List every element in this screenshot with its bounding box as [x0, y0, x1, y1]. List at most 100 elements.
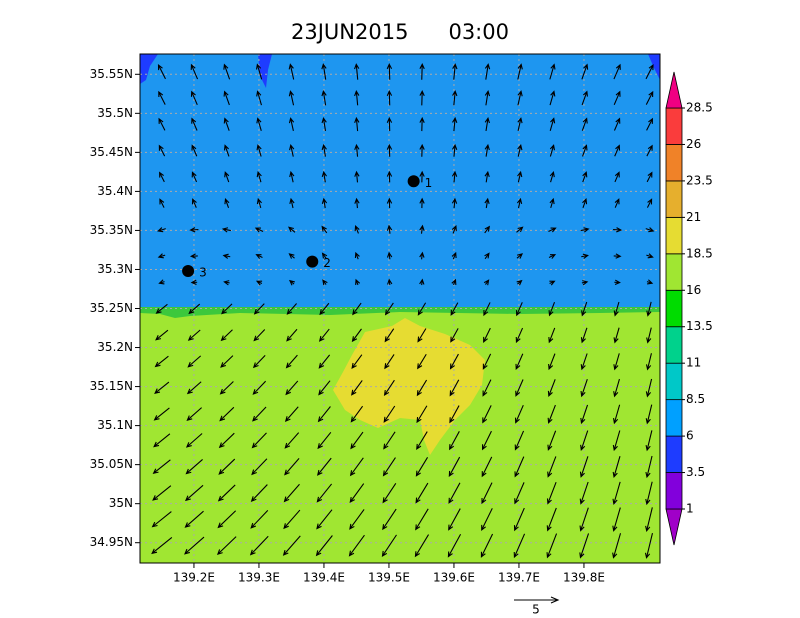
- wind-vector: [480, 533, 494, 558]
- wind-vector: [318, 354, 331, 369]
- title-date: 23JUN2015: [291, 20, 408, 44]
- key-label: 5: [532, 603, 540, 617]
- wind-vector: [253, 303, 265, 315]
- wind-vector: [517, 170, 523, 183]
- colorbar-box: [665, 253, 683, 291]
- wind-vector: [451, 143, 458, 157]
- wind-vector: [549, 90, 556, 106]
- wind-vector: [223, 117, 230, 131]
- wind-vector: [255, 254, 263, 259]
- wind-vector: [184, 484, 204, 502]
- wind-vector: [516, 253, 523, 259]
- wind-vector: [282, 535, 301, 556]
- wind-vector: [386, 116, 393, 132]
- wind-vector: [482, 353, 492, 370]
- wind-vector: [549, 280, 556, 286]
- colorbar-high: [665, 71, 683, 109]
- wind-vector: [449, 431, 460, 451]
- colorbar-label: 8.5: [686, 392, 705, 406]
- wind-vector: [450, 302, 459, 316]
- station-label: 1: [425, 176, 433, 190]
- wind-vector: [153, 407, 170, 421]
- wind-vector: [191, 198, 197, 208]
- wind-vector: [582, 144, 588, 157]
- wind-vector: [645, 404, 653, 425]
- stations: 1 2 3: [182, 175, 433, 280]
- wind-vector: [579, 456, 589, 478]
- wind-vector: [219, 381, 234, 395]
- wind-vector: [222, 253, 231, 259]
- wind-vector: [317, 406, 331, 423]
- wind-vector: [315, 535, 333, 557]
- wind-vector: [451, 224, 457, 234]
- y-tick-label: 35N: [109, 496, 133, 510]
- wind-vector: [417, 302, 427, 316]
- wind-vector: [646, 327, 652, 344]
- wind-vector: [612, 430, 621, 452]
- wind-vector: [283, 483, 300, 503]
- dark-blue-patch: [140, 54, 158, 84]
- wind-vector: [283, 509, 301, 530]
- wind-vector: [382, 457, 396, 477]
- wind-vector: [189, 253, 198, 259]
- colorbar-label: 16: [686, 283, 701, 297]
- wind-vector: [153, 433, 171, 448]
- wind-vector: [483, 279, 490, 286]
- wind-vector: [517, 63, 523, 80]
- wind-vector: [548, 327, 556, 344]
- wind-vector: [223, 90, 230, 106]
- wind-vector: [321, 225, 328, 234]
- colorbar-label: 11: [686, 356, 701, 370]
- wind-vector: [386, 63, 393, 80]
- wind-vector: [416, 379, 428, 397]
- colorbar-box: [665, 144, 683, 182]
- wind-vector: [481, 508, 493, 532]
- y-tick-label: 35.25N: [90, 301, 133, 315]
- x-tick-label: 139.5E: [368, 571, 410, 585]
- wind-vector: [288, 279, 295, 286]
- wind-vector: [419, 116, 425, 132]
- wind-vector: [224, 198, 230, 208]
- wind-vector: [645, 430, 653, 452]
- wind-vector: [581, 90, 588, 106]
- wind-vector: [286, 328, 298, 342]
- boundary-strip: [140, 307, 660, 318]
- wind-vector: [255, 63, 263, 80]
- wind-vector: [645, 353, 652, 371]
- wind-vector: [383, 405, 396, 423]
- x-tick-label: 139.4E: [303, 571, 345, 585]
- vector-key: 5: [514, 596, 560, 617]
- y-tick-label: 35.1N: [97, 418, 133, 432]
- wind-vector: [646, 171, 653, 183]
- wind-vector: [316, 457, 332, 476]
- wind-vector: [516, 226, 524, 233]
- wind-vector: [250, 484, 268, 502]
- wind-vector: [481, 430, 492, 451]
- wind-vector: [289, 143, 295, 157]
- wind-vector: [349, 483, 365, 504]
- wind-vector: [223, 63, 231, 80]
- x-tick-label: 139.7E: [498, 571, 540, 585]
- wind-vector: [517, 143, 523, 157]
- wind-vector: [613, 63, 621, 80]
- wind-vector: [386, 170, 393, 183]
- wind-vector: [316, 509, 333, 530]
- x-tick-label: 139.2E: [173, 571, 215, 585]
- wind-vector: [220, 329, 233, 342]
- wind-vector: [217, 510, 237, 529]
- wind-vector: [547, 430, 557, 451]
- wind-vector: [579, 533, 590, 559]
- wind-vector: [580, 404, 589, 425]
- wind-vector: [613, 117, 621, 131]
- wind-vector: [249, 535, 269, 556]
- wind-vector: [321, 252, 328, 260]
- wind-vector: [384, 302, 394, 316]
- wind-vector: [386, 143, 393, 157]
- wind-vector: [349, 509, 365, 530]
- wind-vector: [644, 532, 654, 559]
- wind-vector: [284, 406, 299, 422]
- wind-vector: [612, 481, 621, 505]
- wind-vector: [484, 170, 490, 183]
- wind-vector: [154, 355, 169, 368]
- contour-fill: [140, 54, 660, 563]
